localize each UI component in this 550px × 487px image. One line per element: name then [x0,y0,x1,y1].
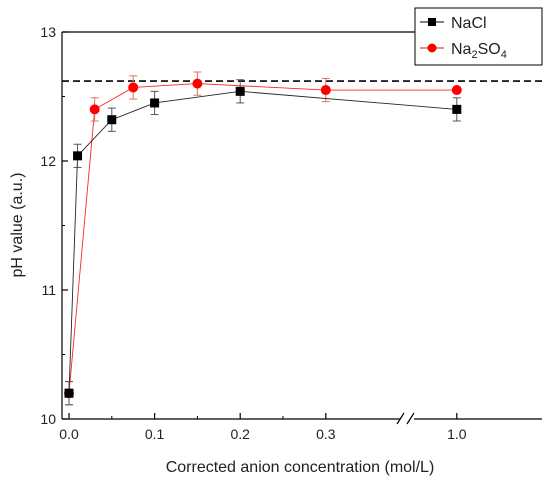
data-point [235,86,245,96]
axis-break-mark-right [406,412,415,425]
axis-break [396,412,415,425]
series-line-nacl [68,90,457,394]
series-layer [64,71,462,406]
data-point [64,388,74,398]
series-line-na2so4 [68,83,457,394]
data-point [128,82,139,93]
y-tick-label: 13 [40,24,56,40]
y-ticks: 10 11 12 13 [40,24,68,427]
y-tick-label: 11 [41,282,56,298]
series-na2so4 [64,71,462,406]
x-tick-label: 0.1 [145,426,165,442]
x-tick-label: 0.2 [230,426,250,442]
x-axis-label: Corrected anion concentration (mol/L) [166,459,435,476]
data-point [320,85,331,96]
legend: NaCl Na2SO4 [414,7,543,66]
data-point [150,98,160,108]
legend-label-na2so4-part2: SO [478,41,501,58]
y-tick-label: 12 [40,153,56,169]
x-tick-label: 0.0 [59,426,79,442]
data-point [73,151,83,161]
data-point [451,85,462,96]
x-tick-label: 0.3 [316,426,336,442]
legend-marker-nacl [428,18,436,26]
legend-item-na2so4: Na2SO4 [420,41,507,61]
legend-marker-na2so4 [427,43,437,53]
legend-item-nacl: NaCl [420,15,487,32]
data-point [452,104,462,114]
data-point [107,115,117,125]
x-ticks: 0.0 0.1 0.2 0.3 1.0 [59,413,467,442]
legend-label-na2so4: Na2SO4 [451,41,507,61]
series-nacl [64,79,462,406]
legend-label-nacl: NaCl [451,15,487,32]
x-tick-label: 1.0 [447,426,467,442]
legend-label-na2so4-sub2: 4 [501,49,507,61]
data-point [192,78,203,89]
y-axis-label: pH value (a.u.) [9,173,26,278]
legend-label-na2so4-part1: Na [451,41,472,58]
y-tick-label: 10 [40,411,56,427]
legend-box [414,7,543,66]
legend-label-na2so4-sub1: 2 [471,49,477,61]
data-point [89,104,100,115]
axis-break-mark-left [396,412,405,425]
